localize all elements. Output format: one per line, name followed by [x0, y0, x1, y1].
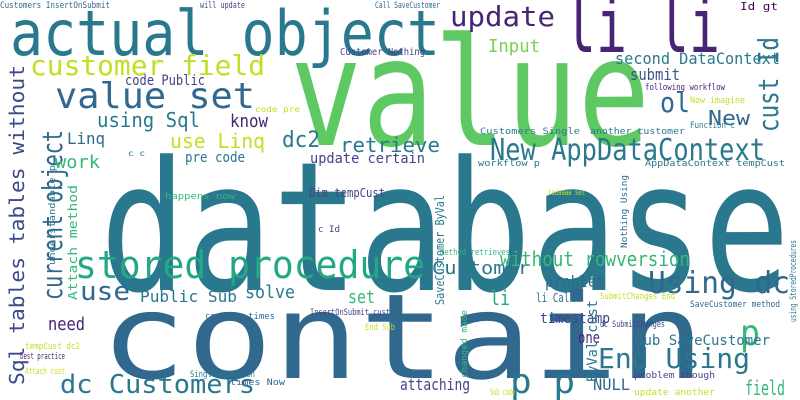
word: understandable p — [48, 165, 58, 265]
word: changed made — [460, 310, 470, 378]
word: submit — [630, 65, 680, 84]
word: li Call — [536, 291, 575, 305]
word: dc2 — [282, 128, 320, 153]
word: Dim tempCust — [309, 186, 385, 200]
word: p p — [510, 362, 575, 400]
word: End Sub — [365, 323, 395, 333]
word: Id gt — [740, 0, 778, 13]
word: customer field — [30, 49, 265, 82]
word: without rowversion — [500, 247, 690, 271]
word: update another — [634, 388, 716, 398]
word: dc Customers — [60, 370, 255, 400]
word: dc SubmitChanges — [600, 320, 665, 330]
word: SubmitChanges End — [600, 292, 675, 302]
word: know — [230, 111, 268, 132]
word: using Sql — [97, 108, 200, 132]
word: use — [80, 277, 130, 307]
word: one — [578, 328, 600, 347]
word: Nothing Using — [620, 175, 630, 248]
word: timestamp — [540, 311, 610, 327]
word: c Id — [318, 225, 340, 235]
word: set — [348, 287, 375, 308]
word: li — [490, 286, 510, 310]
word: method retrieves — [440, 248, 510, 258]
word: li li — [565, 0, 720, 70]
word: database — [100, 124, 790, 333]
word: NULL — [593, 375, 630, 394]
word: End Using — [598, 342, 750, 375]
word: cust Id — [752, 37, 785, 132]
word: InsertOnSubmit cust — [310, 308, 390, 318]
word: Single Function — [190, 370, 255, 380]
word: Public Sub — [140, 287, 237, 306]
word: solve — [245, 282, 295, 303]
word: second DataContext — [615, 49, 780, 68]
word: Linq — [67, 129, 105, 148]
word: Function c — [690, 121, 735, 131]
word: problem — [545, 272, 605, 291]
word: Sub SaveCustomer — [635, 333, 770, 349]
word: Attach cust — [25, 367, 65, 377]
word: actual object — [10, 0, 440, 70]
word: Sub code — [490, 388, 515, 398]
word: Customer — [432, 258, 530, 279]
word: value — [290, 7, 650, 181]
word: code pre — [255, 105, 300, 114]
word: certain times — [205, 312, 275, 322]
word: problem though — [634, 371, 715, 381]
word: Call SaveCustomer — [375, 1, 440, 11]
word: contain — [100, 268, 705, 400]
word: value set — [55, 76, 255, 117]
word: need — [48, 314, 85, 335]
word: c c — [128, 149, 145, 158]
word: will update — [200, 1, 245, 11]
word: stored procedure — [75, 243, 425, 287]
word: best practice — [20, 352, 65, 362]
word: current object — [36, 130, 69, 300]
word: New — [708, 106, 751, 130]
word: Customers Single — [480, 127, 580, 137]
word: New AppDataContext — [490, 133, 765, 168]
word: happens now — [165, 192, 236, 202]
word: another customer — [590, 127, 686, 137]
word: following workflow — [645, 83, 725, 93]
word: Sql tables tables without — [5, 65, 29, 385]
word: AppDataContext tempCust — [645, 159, 785, 169]
word: workflow p — [478, 159, 540, 169]
word: Now imagine — [690, 96, 745, 106]
word: using StoredProcedures — [789, 240, 799, 322]
word: Using dc — [648, 266, 790, 301]
word: ByVal cust — [585, 300, 601, 382]
word: work — [55, 152, 100, 173]
word: use Linq — [170, 129, 265, 153]
word: retrieve — [340, 133, 440, 157]
word: update — [450, 0, 555, 33]
word: times Now — [230, 378, 286, 388]
word: Input — [488, 36, 540, 57]
word: ol — [660, 86, 690, 119]
word: Customers InsertOnSubmit — [0, 1, 110, 11]
word: field — [745, 376, 785, 400]
word: code Public — [125, 73, 205, 89]
word: Attach method — [66, 185, 80, 300]
word: p — [740, 313, 760, 354]
word: update certain — [310, 151, 425, 167]
word: SaveCustomer ByVal — [433, 195, 447, 305]
word: tadaaaa set — [548, 188, 585, 197]
word: pre code — [185, 150, 245, 166]
word: tempCust dc2 — [25, 342, 80, 352]
word: SaveCustomer method — [690, 300, 780, 310]
word: Customer Nothing — [340, 47, 425, 58]
word: attaching — [400, 375, 470, 394]
